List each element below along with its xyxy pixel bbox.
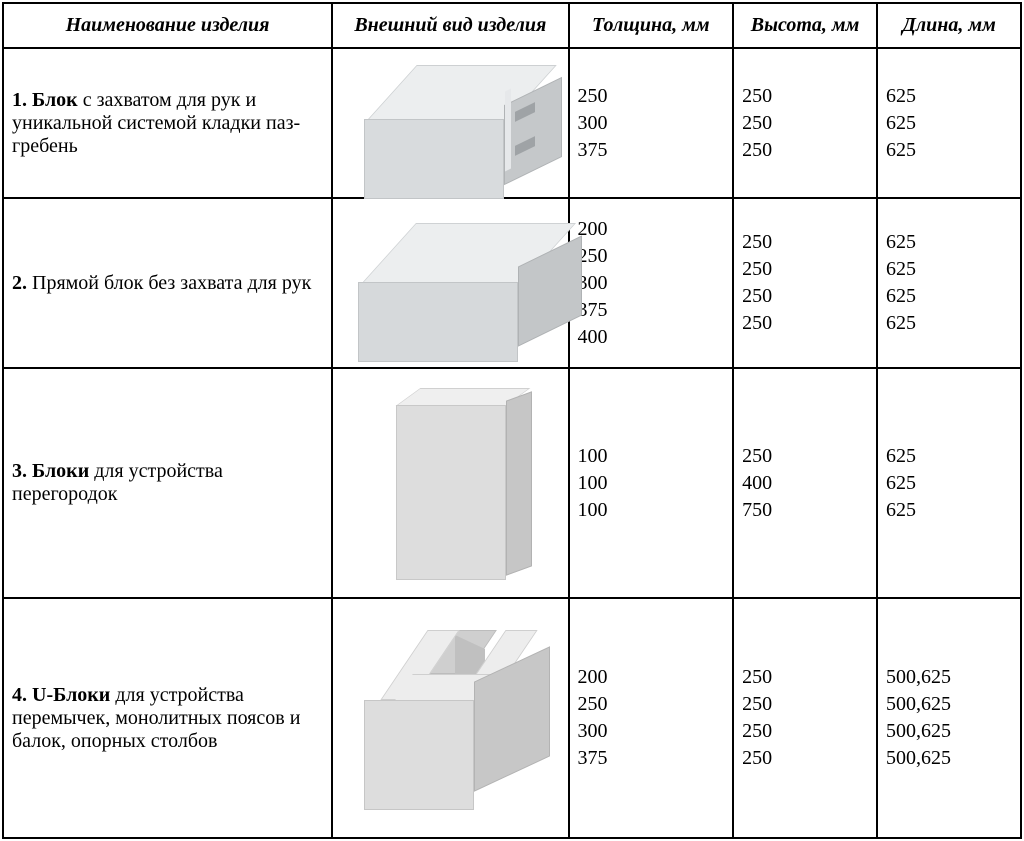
thickness-values: 200250300375 [578, 664, 725, 772]
length-cell: 500,625500,625500,625500,625 [877, 598, 1021, 838]
product-name-cell: 1. Блок с захватом для рук и уникальной … [3, 48, 332, 198]
block-plain-icon [345, 213, 555, 353]
header-image: Внешний вид изделия [332, 3, 569, 48]
thickness-values: 200250300375400 [578, 216, 725, 351]
header-row: Наименование изделия Внешний вид изделия… [3, 3, 1021, 48]
product-image-cell [332, 368, 569, 598]
height-cell: 250250250250 [733, 198, 877, 368]
product-name-bold: Блок [32, 89, 78, 111]
height-values: 250250250250 [742, 229, 868, 337]
height-values: 250400750 [742, 443, 868, 524]
product-name-bold: Блоки [32, 460, 89, 482]
height-values: 250250250250 [742, 664, 868, 772]
product-name-bold: U-Блоки [32, 684, 110, 706]
product-number: 2. [12, 272, 27, 294]
length-cell: 625625625625 [877, 198, 1021, 368]
product-name-cell: 2. Прямой блок без захвата для рук [3, 198, 332, 368]
block-u-shaped-icon [350, 618, 550, 818]
header-thickness: Толщина, мм [569, 3, 734, 48]
block-partition-slab-icon [370, 378, 530, 588]
product-name-text: Прямой блок без захвата для рук [32, 272, 311, 294]
height-cell: 250400750 [733, 368, 877, 598]
thickness-cell: 200250300375 [569, 598, 734, 838]
table-row: 2. Прямой блок без захвата для рук 20025… [3, 198, 1021, 368]
height-cell: 250250250250 [733, 598, 877, 838]
product-name-cell: 3. Блоки для устройства перегородок [3, 368, 332, 598]
product-name-cell: 4. U-Блоки для устройства перемычек, мон… [3, 598, 332, 838]
header-length: Длина, мм [877, 3, 1021, 48]
header-name: Наименование изделия [3, 3, 332, 48]
product-image-cell [332, 198, 569, 368]
table-row: 3. Блоки для устройства перегородок 1001… [3, 368, 1021, 598]
table-row: 1. Блок с захватом для рук и уникальной … [3, 48, 1021, 198]
length-cell: 625625625 [877, 48, 1021, 198]
thickness-values: 250300375 [578, 83, 725, 164]
length-values: 500,625500,625500,625500,625 [886, 664, 1012, 772]
product-number: 1. [12, 89, 27, 111]
table-row: 4. U-Блоки для устройства перемычек, мон… [3, 598, 1021, 838]
length-values: 625625625 [886, 443, 1012, 524]
header-height: Высота, мм [733, 3, 877, 48]
height-cell: 250250250 [733, 48, 877, 198]
length-values: 625625625625 [886, 229, 1012, 337]
thickness-cell: 100100100 [569, 368, 734, 598]
product-image-cell [332, 598, 569, 838]
product-image-cell [332, 48, 569, 198]
thickness-cell: 200250300375400 [569, 198, 734, 368]
product-number: 3. [12, 460, 27, 482]
height-values: 250250250 [742, 83, 868, 164]
product-spec-table: Наименование изделия Внешний вид изделия… [2, 2, 1022, 839]
product-number: 4. [12, 684, 27, 706]
length-values: 625625625 [886, 83, 1012, 164]
thickness-values: 100100100 [578, 443, 725, 524]
block-grip-tongue-groove-icon [350, 53, 550, 193]
thickness-cell: 250300375 [569, 48, 734, 198]
length-cell: 625625625 [877, 368, 1021, 598]
